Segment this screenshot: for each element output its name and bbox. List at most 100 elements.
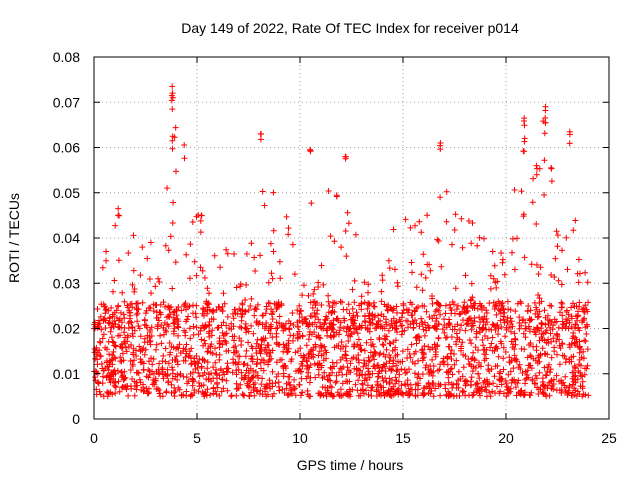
data-point xyxy=(551,344,558,351)
data-point xyxy=(126,307,133,314)
data-point xyxy=(490,322,497,329)
data-point xyxy=(424,212,431,219)
data-point xyxy=(479,337,486,343)
data-point-peak xyxy=(307,147,314,154)
data-point xyxy=(540,330,547,337)
data-point xyxy=(582,338,589,345)
data-point xyxy=(210,390,217,397)
data-point xyxy=(329,359,336,366)
data-point xyxy=(160,299,167,306)
data-point xyxy=(424,322,431,329)
data-point-peak xyxy=(437,142,444,149)
data-point xyxy=(549,326,556,333)
data-point xyxy=(121,329,128,336)
data-point xyxy=(407,224,414,231)
data-point xyxy=(351,320,357,327)
y-tick-label: 0.04 xyxy=(53,230,80,246)
x-tick-labels: 0 5 10 15 20 25 xyxy=(90,430,617,446)
data-point xyxy=(196,373,203,380)
data-point xyxy=(580,305,587,312)
data-point xyxy=(156,279,163,285)
data-point-peak xyxy=(542,119,549,126)
data-point xyxy=(160,375,167,382)
data-point xyxy=(353,326,360,333)
data-point xyxy=(328,334,335,341)
data-point xyxy=(394,309,400,316)
data-point xyxy=(384,390,391,397)
data-point-peak xyxy=(169,137,176,144)
data-point xyxy=(394,279,401,286)
data-point xyxy=(199,267,206,274)
data-point xyxy=(97,313,104,320)
data-point xyxy=(562,373,569,380)
data-point xyxy=(574,376,581,383)
data-point xyxy=(345,220,352,227)
data-point xyxy=(243,281,250,288)
data-point xyxy=(197,327,204,334)
data-point xyxy=(367,336,374,343)
data-point xyxy=(566,382,573,389)
data-point xyxy=(100,393,107,400)
data-point xyxy=(327,233,334,240)
data-point xyxy=(441,316,447,323)
data-point xyxy=(285,348,291,355)
data-point xyxy=(181,301,188,308)
data-point xyxy=(418,271,425,278)
data-point xyxy=(261,385,268,392)
data-point xyxy=(217,365,224,372)
data-point xyxy=(228,320,235,327)
data-point xyxy=(352,325,359,332)
data-point xyxy=(408,341,415,348)
data-point xyxy=(162,345,169,352)
data-point xyxy=(99,335,106,342)
data-point xyxy=(574,343,581,350)
data-point xyxy=(220,385,227,392)
data-point xyxy=(378,311,385,318)
data-point xyxy=(568,315,575,322)
data-point xyxy=(456,392,463,399)
data-point xyxy=(392,353,399,359)
data-point xyxy=(289,241,296,248)
data-point xyxy=(291,386,297,393)
data-point xyxy=(300,318,307,325)
data-point xyxy=(211,252,218,259)
data-point xyxy=(412,393,419,400)
data-point xyxy=(244,382,251,389)
data-point xyxy=(498,324,505,330)
data-point xyxy=(99,380,106,387)
data-point xyxy=(382,368,389,375)
data-point xyxy=(413,334,420,341)
data-point xyxy=(337,365,344,372)
data-point xyxy=(155,275,162,282)
data-point xyxy=(369,353,376,360)
data-point xyxy=(174,361,181,368)
data-point xyxy=(499,259,506,266)
data-point xyxy=(490,299,497,306)
data-point xyxy=(125,304,131,311)
data-point xyxy=(497,338,504,345)
data-point xyxy=(316,348,323,355)
data-point xyxy=(526,323,532,330)
data-point xyxy=(398,331,405,338)
data-point xyxy=(383,303,390,310)
data-point xyxy=(507,306,514,313)
data-point xyxy=(497,388,504,395)
data-point xyxy=(328,390,335,397)
data-point xyxy=(538,334,545,341)
data-point xyxy=(487,285,494,292)
data-point xyxy=(568,304,575,311)
data-point xyxy=(291,271,298,278)
data-point xyxy=(446,316,453,323)
data-point xyxy=(458,322,465,329)
data-point xyxy=(435,383,442,390)
data-point xyxy=(493,311,500,318)
data-point xyxy=(572,379,579,386)
data-point xyxy=(489,334,496,341)
data-point xyxy=(94,306,101,312)
data-point xyxy=(216,351,223,358)
data-point xyxy=(487,344,494,351)
data-point xyxy=(404,377,411,384)
data-point xyxy=(447,305,454,311)
data-point xyxy=(569,392,576,399)
data-point xyxy=(335,317,342,324)
